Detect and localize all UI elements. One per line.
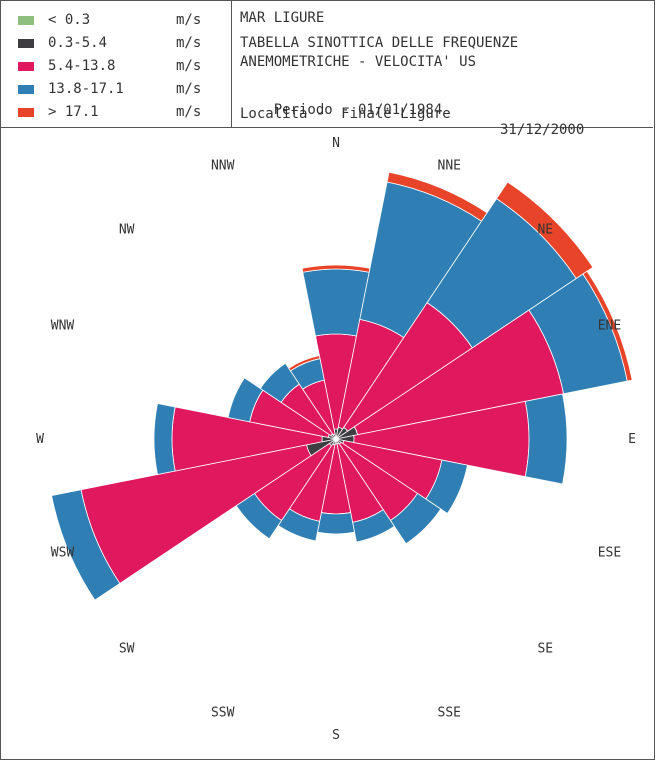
legend-unit: m/s — [176, 81, 202, 97]
legend: < 0.3 m/s 0.3-5.4 m/s 5.4-13.8 m/s 13.8-… — [0, 0, 232, 128]
legend-swatch — [18, 108, 34, 117]
legend-range: 5.4-13.8 — [48, 58, 116, 74]
legend-swatch — [18, 85, 34, 94]
direction-label: ESE — [598, 545, 621, 560]
direction-label: WNW — [51, 319, 75, 334]
petal-nnw-segment — [288, 355, 321, 372]
legend-item: 5.4-13.8 m/s — [0, 56, 232, 76]
direction-label: NE — [537, 223, 553, 238]
petal-s-segment — [316, 512, 356, 535]
petal-ene-segment — [582, 270, 633, 382]
legend-swatch — [18, 39, 34, 48]
region-name: MAR LIGURE — [240, 10, 325, 26]
period-end: 31/12/2000 — [500, 122, 585, 138]
petal-se-segment — [389, 492, 442, 545]
legend-range: 0.3-5.4 — [48, 35, 108, 51]
legend-swatch — [18, 62, 34, 71]
direction-label: S — [332, 728, 340, 743]
direction-label: WSW — [51, 545, 75, 560]
direction-label: NNW — [211, 159, 235, 174]
direction-label: NNE — [438, 159, 461, 174]
direction-label: ENE — [598, 319, 621, 334]
direction-label: N — [332, 136, 340, 151]
direction-label: SSW — [211, 705, 235, 720]
legend-item: > 17.1 m/s — [0, 102, 232, 122]
legend-item: 0.3-5.4 m/s — [0, 33, 232, 53]
legend-unit: m/s — [176, 12, 202, 28]
direction-label: SE — [537, 641, 553, 656]
legend-unit: m/s — [176, 58, 202, 74]
wind-rose-petals — [51, 171, 633, 601]
petal-w-segment — [153, 403, 176, 475]
legend-unit: m/s — [176, 35, 202, 51]
direction-label: E — [628, 432, 636, 447]
location: Localita - Finale Ligure — [240, 106, 451, 122]
wind-rose-chart: N NNE NE ENE E ESE SE SSE S SSW SW WSW W WNW NW NNW — [36, 136, 636, 743]
chart-title-line2: ANEMOMETRICHE - VELOCITA' US — [240, 54, 477, 70]
legend-range: < 0.3 — [48, 12, 91, 28]
period-start: Periodo - 01/01/1984 — [273, 102, 443, 118]
legend-unit: m/s — [176, 104, 202, 120]
legend-item: 13.8-17.1 m/s — [0, 79, 232, 99]
legend-swatch — [18, 16, 34, 25]
legend-range: > 17.1 — [48, 104, 99, 120]
petal-e-segment — [524, 393, 568, 485]
legend-item: < 0.3 m/s — [0, 10, 232, 30]
direction-label: SSE — [438, 705, 461, 720]
chart-header: MAR LIGURE TABELLA SINOTTICA DELLE FREQU… — [232, 0, 653, 138]
petal-wsw-segment — [51, 489, 121, 601]
legend-range: 13.8-17.1 — [48, 81, 124, 97]
period: Periodo - 01/01/1984 31/12/2000 — [240, 80, 585, 160]
direction-label: SW — [119, 641, 135, 656]
direction-labels: N NNE NE ENE E ESE SE SSE S SSW SW WSW W WNW NW NNW — [36, 136, 636, 743]
chart-title-line1: TABELLA SINOTTICA DELLE FREQUENZE — [240, 35, 519, 51]
direction-label: W — [36, 432, 44, 447]
direction-label: NW — [119, 223, 135, 238]
